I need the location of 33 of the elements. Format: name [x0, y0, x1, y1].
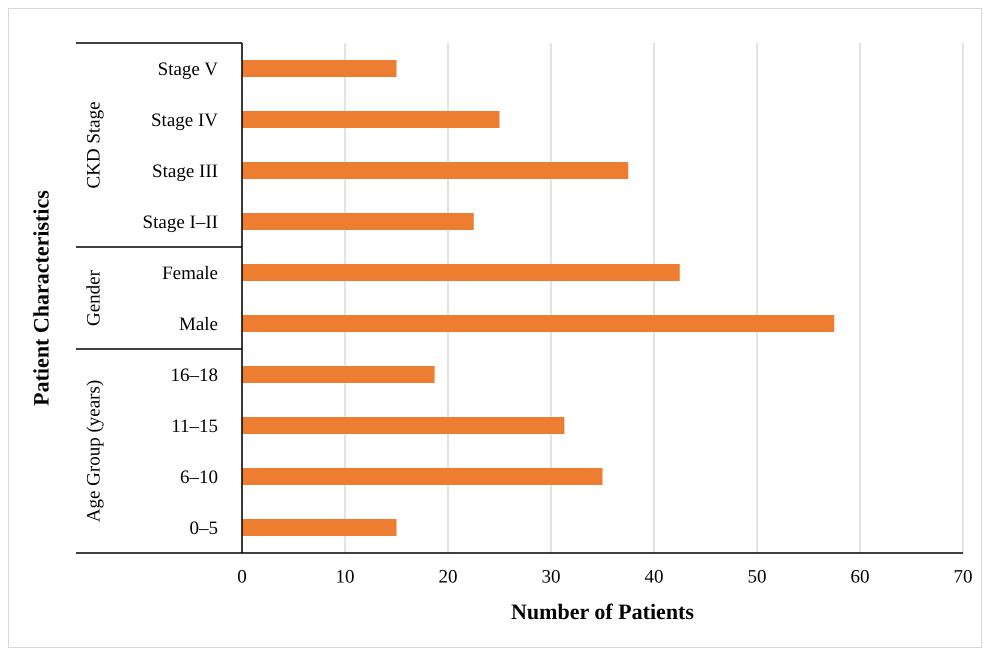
bar — [242, 366, 435, 383]
y-tick-label: 16–18 — [170, 365, 218, 386]
x-axis-title: Number of Patients — [511, 599, 694, 624]
y-tick-label: Stage III — [152, 161, 218, 182]
y-tick-label: 6–10 — [180, 467, 218, 488]
y-tick-label: 11–15 — [171, 416, 218, 438]
x-tick-label: 50 — [748, 566, 766, 588]
bar — [242, 162, 628, 179]
bar — [242, 315, 834, 332]
y-tick-label: Male — [178, 314, 218, 336]
bar — [242, 264, 680, 281]
bar — [242, 213, 474, 230]
y-tick-label: 0–5 — [190, 518, 218, 540]
bar — [242, 417, 564, 434]
y-axis-title: Patient Characteristics — [28, 190, 54, 406]
y-tick-label: Stage I–II — [142, 212, 218, 234]
text: Age Group (years) — [84, 380, 104, 522]
bar — [242, 111, 500, 128]
bar — [242, 519, 396, 536]
bar — [242, 60, 396, 77]
text: CKD Stage — [84, 101, 104, 189]
y-tick-label: Stage V — [158, 59, 218, 80]
y-tick-label: Stage IV — [150, 110, 218, 132]
y-tick-label: Female — [162, 263, 218, 284]
bar — [242, 468, 602, 485]
x-tick-label: 70 — [954, 566, 972, 588]
x-tick-label: 20 — [438, 566, 458, 588]
x-tick-label: 30 — [542, 566, 560, 588]
x-tick-label: 40 — [644, 566, 664, 588]
x-tick-label: 0 — [237, 566, 247, 588]
text: Gender — [84, 269, 104, 326]
x-tick-label: 60 — [850, 566, 870, 588]
x-tick-label: 10 — [336, 566, 354, 588]
